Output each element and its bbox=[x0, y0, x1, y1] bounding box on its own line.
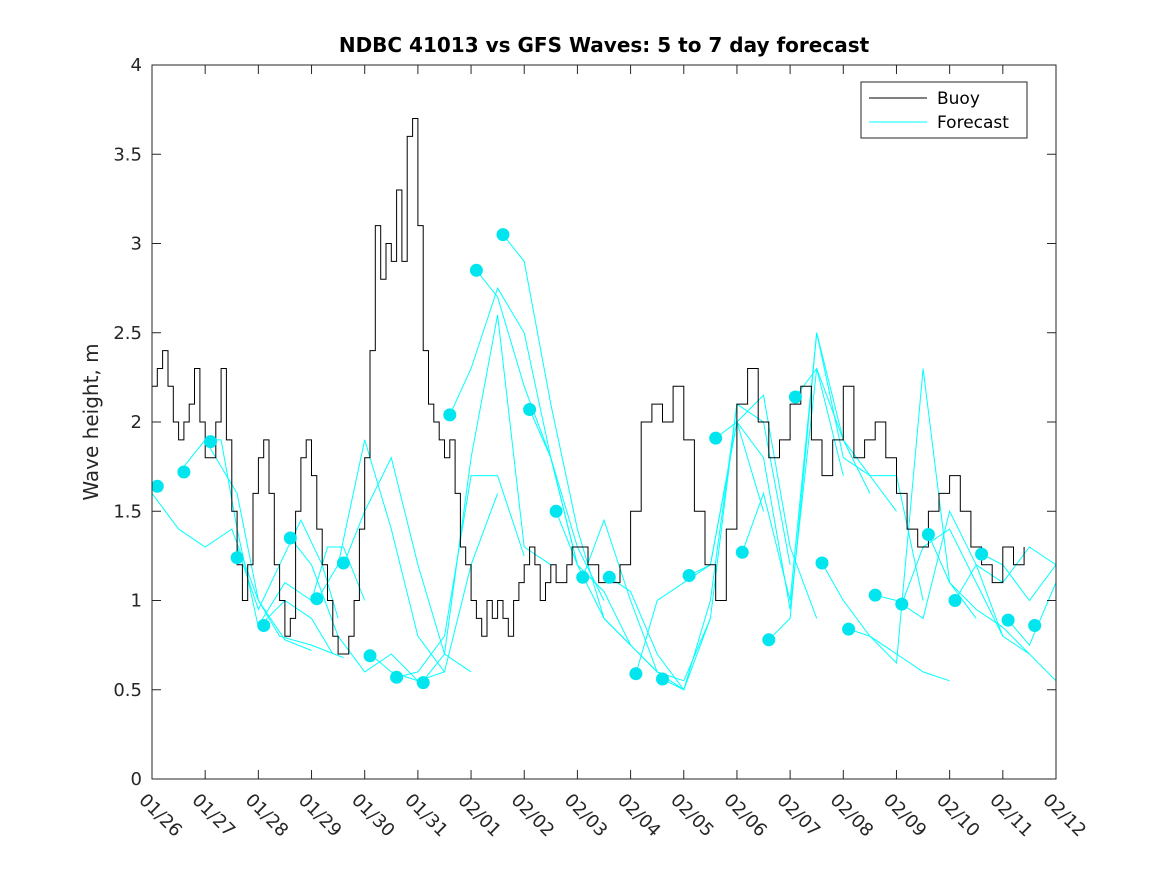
forecast-line-18 bbox=[635, 421, 764, 674]
forecast-marker-19 bbox=[656, 672, 669, 686]
forecast-line-7 bbox=[342, 456, 472, 673]
forecast-marker-26 bbox=[842, 622, 856, 636]
forecast-marker-14 bbox=[523, 403, 537, 416]
forecast-line-26 bbox=[848, 368, 977, 665]
forecast-marker-21 bbox=[709, 431, 723, 445]
legend-forecast-label: Forecast bbox=[937, 113, 1009, 133]
forecast-marker-27 bbox=[868, 588, 882, 602]
forecast-line-16 bbox=[582, 518, 711, 682]
forecast-line-23 bbox=[768, 332, 897, 641]
y-tick-label-1: 0.5 bbox=[113, 680, 142, 701]
y-tick-label-7: 3.5 bbox=[113, 144, 142, 165]
y-tick-label-4: 2 bbox=[131, 412, 142, 433]
forecast-line-29 bbox=[927, 534, 1056, 682]
forecast-marker-31 bbox=[975, 547, 989, 561]
forecast-marker-24 bbox=[788, 390, 802, 404]
forecast-marker-20 bbox=[682, 569, 696, 582]
forecast-marker-15 bbox=[549, 504, 563, 518]
forecast-line-17 bbox=[609, 404, 738, 691]
y-tick-label-8: 4 bbox=[131, 55, 142, 76]
forecast-line-27 bbox=[875, 509, 1004, 637]
forecast-line-32 bbox=[1007, 582, 1056, 647]
y-tick-label-6: 3 bbox=[131, 234, 142, 255]
y-tick-label-2: 1 bbox=[131, 591, 142, 612]
forecast-marker-10 bbox=[416, 676, 430, 690]
forecast-line-25 bbox=[821, 562, 950, 682]
forecast-markers bbox=[152, 228, 1042, 690]
forecast-marker-9 bbox=[390, 670, 404, 684]
forecast-line-19 bbox=[662, 403, 791, 691]
forecast-marker-2 bbox=[204, 435, 217, 449]
forecast-marker-18 bbox=[629, 667, 643, 681]
forecast-marker-28 bbox=[895, 597, 909, 611]
y-axis-ticks: 0 0.5 1 1.5 2 2.5 3 3.5 4 bbox=[113, 55, 1056, 790]
forecast-line-10 bbox=[422, 314, 552, 682]
forecast-marker-4 bbox=[257, 619, 271, 632]
y-tick-label-5: 2.5 bbox=[113, 323, 142, 344]
forecast-marker-12 bbox=[469, 263, 483, 277]
forecast-line-31 bbox=[981, 553, 1056, 602]
forecast-marker-17 bbox=[602, 570, 616, 584]
forecast-marker-16 bbox=[576, 570, 590, 584]
forecast-marker-3 bbox=[230, 551, 244, 565]
forecast-marker-5 bbox=[283, 531, 297, 545]
forecast-line-28 bbox=[901, 528, 1030, 655]
forecast-marker-25 bbox=[815, 556, 829, 570]
forecast-line-5 bbox=[289, 537, 419, 682]
forecast-marker-1 bbox=[177, 465, 191, 479]
y-axis-label: Wave height, m bbox=[79, 343, 103, 500]
legend-box bbox=[860, 81, 1028, 139]
forecast-marker-6 bbox=[310, 592, 324, 606]
forecast-marker-13 bbox=[496, 228, 510, 242]
forecast-marker-8 bbox=[363, 649, 377, 663]
forecast-line-22 bbox=[741, 332, 871, 601]
y-tick-label-3: 1.5 bbox=[113, 501, 142, 522]
forecast-line-21 bbox=[715, 368, 844, 610]
forecast-line-0 bbox=[152, 493, 312, 651]
forecast-marker-30 bbox=[948, 594, 962, 607]
forecast-marker-11 bbox=[443, 408, 457, 422]
forecast-marker-7 bbox=[336, 556, 350, 570]
forecast-marker-32 bbox=[1001, 613, 1015, 627]
forecast-marker-23 bbox=[762, 633, 776, 647]
y-tick-label-0: 0 bbox=[131, 769, 142, 790]
forecast-series bbox=[152, 234, 1056, 691]
forecast-line-12 bbox=[476, 269, 605, 601]
forecast-marker-22 bbox=[735, 545, 749, 559]
legend: Buoy Forecast bbox=[860, 81, 1028, 139]
forecast-line-8 bbox=[369, 493, 499, 682]
plot-area bbox=[152, 65, 1056, 779]
buoy-series bbox=[152, 118, 1025, 655]
forecast-marker-33 bbox=[1028, 619, 1042, 632]
chart-title: NDBC 41013 vs GFS Waves: 5 to 7 day fore… bbox=[339, 33, 870, 57]
legend-buoy-label: Buoy bbox=[937, 89, 980, 109]
forecast-marker-0 bbox=[152, 479, 164, 493]
buoy-line bbox=[152, 118, 1025, 655]
forecast-marker-29 bbox=[921, 528, 935, 541]
